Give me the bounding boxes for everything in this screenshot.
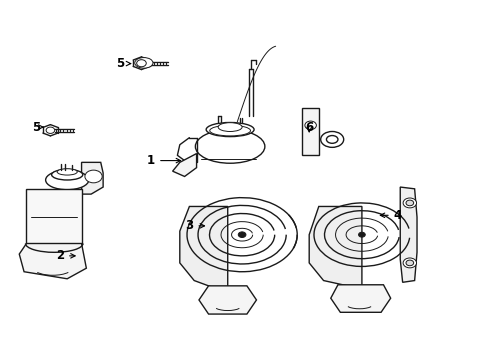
- Circle shape: [402, 198, 416, 208]
- Polygon shape: [302, 108, 319, 155]
- Text: 5: 5: [116, 57, 130, 70]
- Text: 1: 1: [147, 154, 180, 167]
- Text: 4: 4: [380, 209, 401, 222]
- Circle shape: [358, 232, 365, 237]
- Polygon shape: [330, 285, 390, 312]
- Ellipse shape: [135, 58, 153, 68]
- Text: 2: 2: [56, 249, 75, 262]
- Polygon shape: [180, 207, 227, 288]
- Circle shape: [136, 60, 146, 67]
- Text: 6: 6: [305, 121, 313, 134]
- Ellipse shape: [320, 131, 343, 147]
- Text: 3: 3: [185, 219, 204, 232]
- Ellipse shape: [45, 170, 89, 190]
- Polygon shape: [199, 286, 256, 314]
- Circle shape: [402, 258, 416, 268]
- Text: 5: 5: [32, 121, 43, 134]
- Ellipse shape: [209, 125, 250, 136]
- Polygon shape: [26, 189, 81, 243]
- Ellipse shape: [206, 122, 254, 136]
- Circle shape: [238, 232, 245, 238]
- Circle shape: [405, 260, 413, 266]
- Polygon shape: [399, 187, 416, 282]
- Polygon shape: [19, 243, 86, 279]
- Circle shape: [304, 121, 316, 130]
- Polygon shape: [308, 207, 361, 286]
- Ellipse shape: [195, 130, 264, 163]
- Ellipse shape: [52, 170, 82, 180]
- Ellipse shape: [218, 123, 242, 131]
- Polygon shape: [81, 162, 103, 194]
- Circle shape: [46, 127, 55, 134]
- Circle shape: [85, 170, 102, 183]
- Ellipse shape: [57, 169, 77, 175]
- Circle shape: [405, 200, 413, 206]
- Ellipse shape: [326, 136, 337, 143]
- Polygon shape: [172, 154, 196, 176]
